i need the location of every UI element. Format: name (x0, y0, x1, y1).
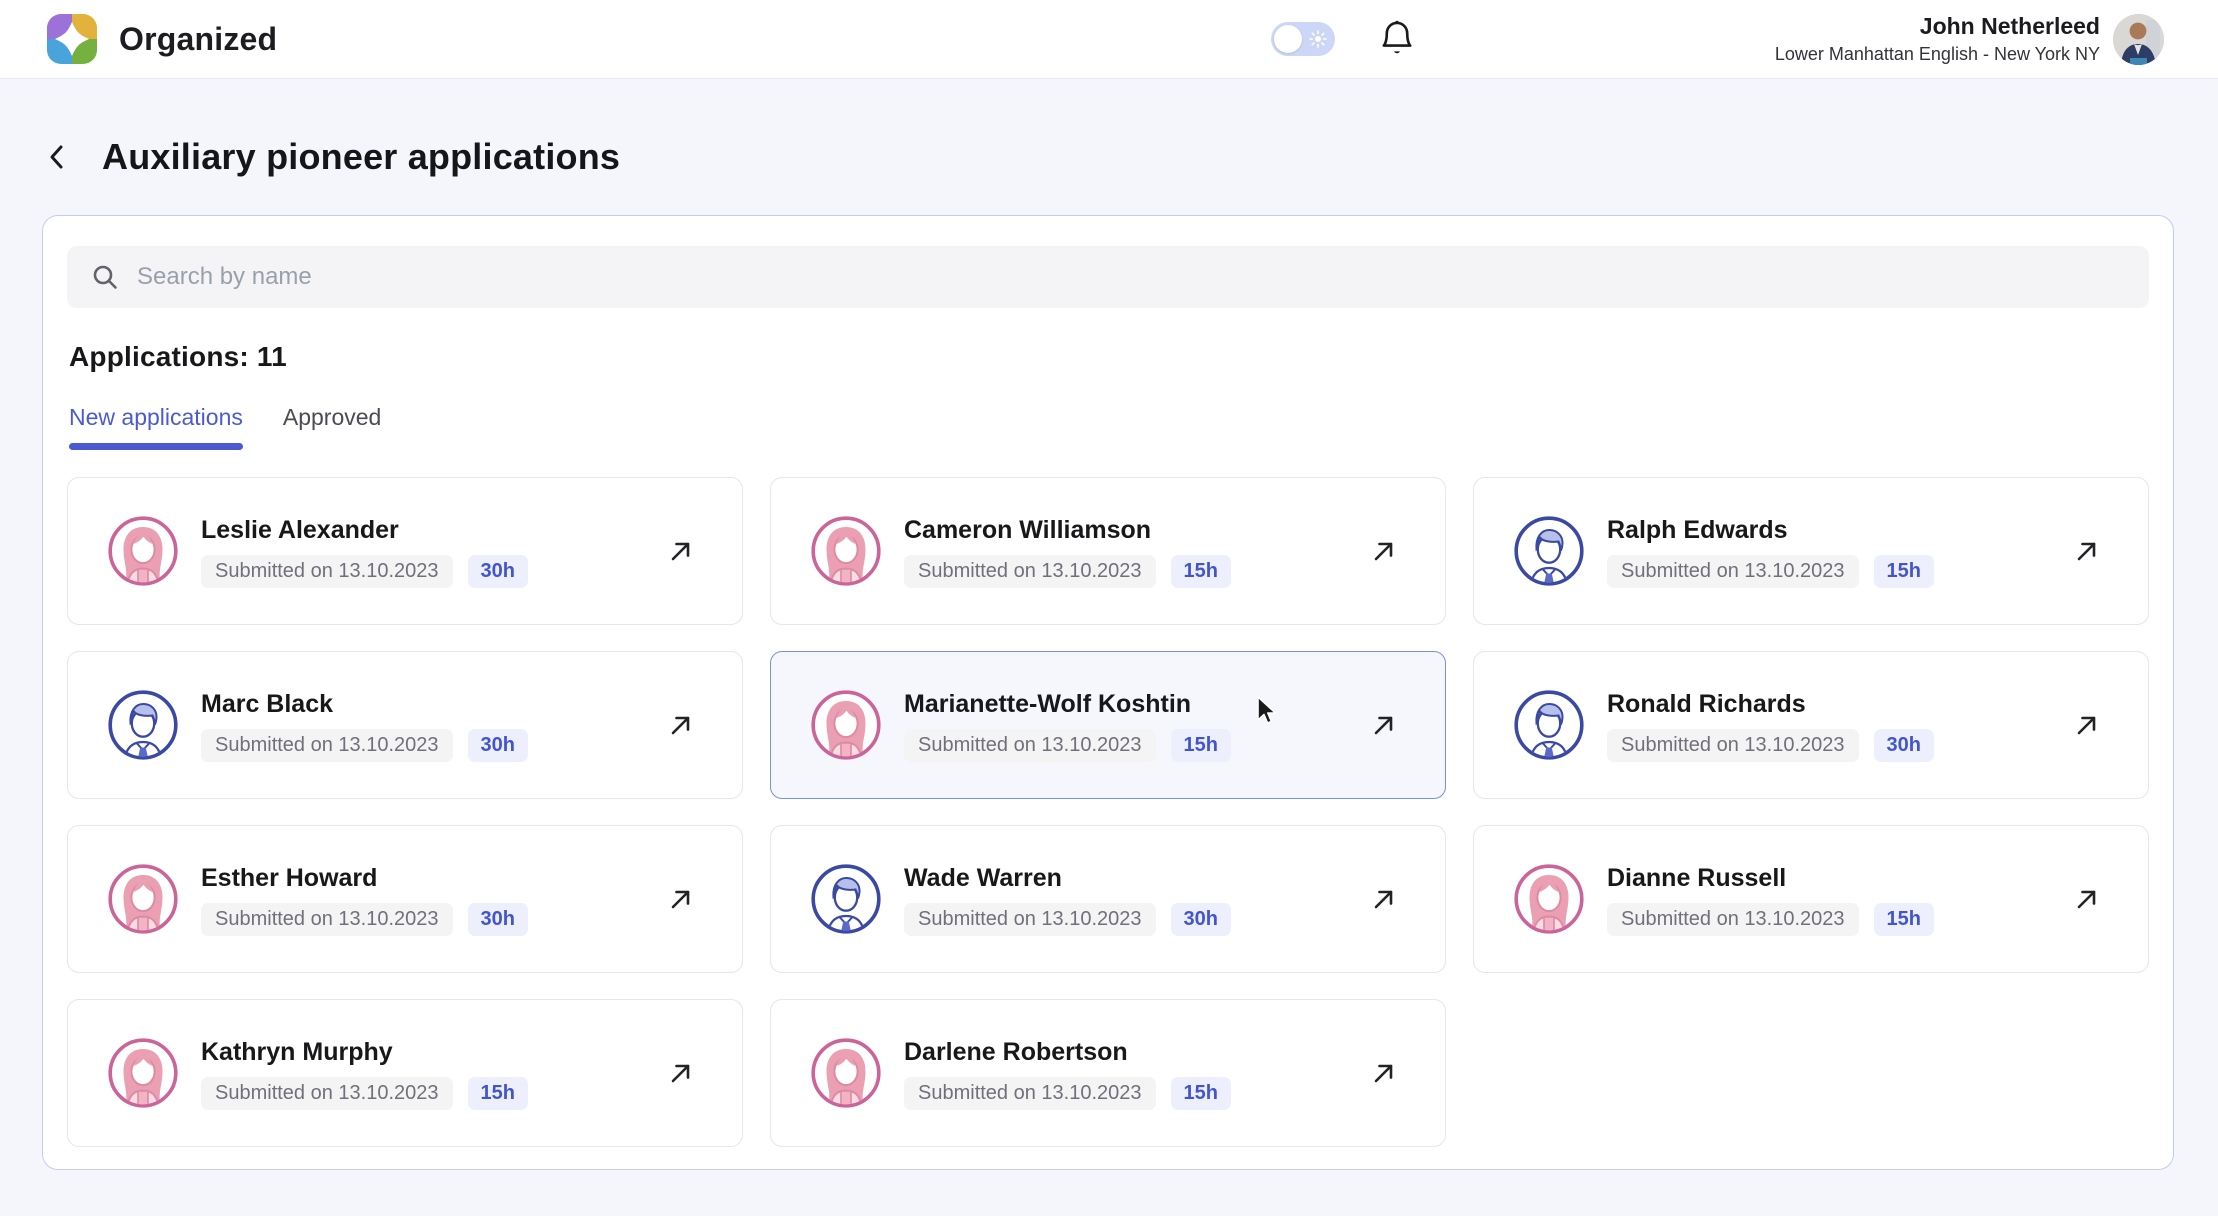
male-avatar-icon (1514, 516, 1584, 586)
female-avatar-icon (811, 516, 881, 586)
applications-count-heading: Applications: 11 (69, 341, 287, 372)
active-tab-underline (69, 443, 243, 450)
notifications-bell-icon[interactable] (1379, 20, 1415, 58)
open-application-arrow-icon[interactable] (666, 1058, 696, 1088)
open-application-arrow-icon[interactable] (2072, 536, 2102, 566)
hours-badge: 15h (1170, 728, 1231, 762)
open-application-arrow-icon[interactable] (2072, 884, 2102, 914)
open-application-arrow-icon[interactable] (1369, 536, 1399, 566)
open-application-arrow-icon[interactable] (2072, 710, 2102, 740)
application-card[interactable]: Ralph Edwards Submitted on 13.10.2023 15… (1473, 477, 2149, 625)
back-icon[interactable] (40, 140, 74, 174)
hours-badge: 15h (1170, 554, 1231, 588)
open-application-arrow-icon[interactable] (1369, 710, 1399, 740)
hours-badge: 15h (1170, 1076, 1231, 1110)
submitted-date-badge: Submitted on 13.10.2023 (1607, 902, 1859, 936)
female-avatar-icon (811, 690, 881, 760)
open-application-arrow-icon[interactable] (666, 536, 696, 566)
applicant-name: Cameron Williamson (904, 515, 1152, 544)
applications-panel: Applications: 11 New applications Approv… (42, 215, 2174, 1170)
application-card[interactable]: Marianette-Wolf Koshtin Submitted on 13.… (770, 651, 1446, 799)
submitted-date-badge: Submitted on 13.10.2023 (904, 728, 1156, 762)
male-avatar-icon (108, 690, 178, 760)
submitted-date-badge: Submitted on 13.10.2023 (904, 902, 1156, 936)
applications-grid: Leslie Alexander Submitted on 13.10.2023… (67, 477, 2149, 1147)
hours-badge: 30h (1170, 902, 1231, 936)
application-card[interactable]: Esther Howard Submitted on 13.10.2023 30… (67, 825, 743, 973)
female-avatar-icon (811, 1038, 881, 1108)
application-card[interactable]: Dianne Russell Submitted on 13.10.2023 1… (1473, 825, 2149, 973)
hours-badge: 30h (467, 554, 528, 588)
hours-badge: 30h (1873, 728, 1934, 762)
page-title-row: Auxiliary pioneer applications (0, 79, 2218, 178)
applicant-name: Dianne Russell (1607, 863, 1787, 892)
applicant-name: Ralph Edwards (1607, 515, 1788, 544)
application-card[interactable]: Marc Black Submitted on 13.10.2023 30h (67, 651, 743, 799)
applicant-name: Esther Howard (201, 863, 378, 892)
sun-icon (1309, 30, 1327, 48)
female-avatar-icon (108, 864, 178, 934)
applicant-name: Darlene Robertson (904, 1037, 1128, 1066)
application-card[interactable]: Darlene Robertson Submitted on 13.10.202… (770, 999, 1446, 1147)
tab-approved[interactable]: Approved (282, 404, 382, 430)
hours-badge: 30h (467, 728, 528, 762)
submitted-date-badge: Submitted on 13.10.2023 (201, 1076, 453, 1110)
male-avatar-icon (1514, 690, 1584, 760)
application-card[interactable]: Leslie Alexander Submitted on 13.10.2023… (67, 477, 743, 625)
app-logo-icon (47, 14, 97, 64)
submitted-date-badge: Submitted on 13.10.2023 (201, 902, 453, 936)
user-info[interactable]: John Netherleed Lower Manhattan English … (1775, 12, 2100, 66)
open-application-arrow-icon[interactable] (1369, 884, 1399, 914)
hours-badge: 15h (1873, 902, 1934, 936)
male-avatar-icon (811, 864, 881, 934)
submitted-date-badge: Submitted on 13.10.2023 (1607, 728, 1859, 762)
user-name: John Netherleed (1919, 13, 2100, 39)
user-avatar[interactable] (2113, 13, 2164, 65)
application-card[interactable]: Kathryn Murphy Submitted on 13.10.2023 1… (67, 999, 743, 1147)
user-congregation: Lower Manhattan English - New York NY (1774, 44, 2100, 64)
app-header: Organized John Netherleed Lower Manhatta… (0, 0, 2218, 79)
submitted-date-badge: Submitted on 13.10.2023 (904, 1076, 1156, 1110)
hours-badge: 15h (467, 1076, 528, 1110)
search-icon (93, 265, 117, 289)
applicant-name: Marc Black (201, 689, 334, 718)
submitted-date-badge: Submitted on 13.10.2023 (201, 554, 453, 588)
application-card[interactable]: Wade Warren Submitted on 13.10.2023 30h (770, 825, 1446, 973)
application-card[interactable]: Ronald Richards Submitted on 13.10.2023 … (1473, 651, 2149, 799)
applicant-name: Wade Warren (904, 863, 1062, 892)
applicant-name: Kathryn Murphy (201, 1037, 393, 1066)
submitted-date-badge: Submitted on 13.10.2023 (1607, 554, 1859, 588)
submitted-date-badge: Submitted on 13.10.2023 (201, 728, 453, 762)
applicant-name: Marianette-Wolf Koshtin (904, 689, 1192, 718)
female-avatar-icon (108, 516, 178, 586)
open-application-arrow-icon[interactable] (666, 710, 696, 740)
female-avatar-icon (1514, 864, 1584, 934)
female-avatar-icon (108, 1038, 178, 1108)
applicant-name: Ronald Richards (1607, 689, 1806, 718)
brand-title: Organized (119, 20, 278, 57)
search-bar[interactable] (67, 246, 2149, 308)
applicant-name: Leslie Alexander (201, 515, 399, 544)
theme-toggle[interactable] (1270, 22, 1335, 56)
tabs: New applications Approved (69, 404, 2149, 450)
hours-badge: 30h (467, 902, 528, 936)
tab-new-applications[interactable]: New applications (69, 404, 243, 450)
submitted-date-badge: Submitted on 13.10.2023 (904, 554, 1156, 588)
toggle-knob (1273, 25, 1302, 53)
search-input[interactable] (137, 263, 2125, 291)
user-avatar-photo (2113, 13, 2164, 65)
hours-badge: 15h (1873, 554, 1934, 588)
open-application-arrow-icon[interactable] (1369, 1058, 1399, 1088)
application-card[interactable]: Cameron Williamson Submitted on 13.10.20… (770, 477, 1446, 625)
page-title: Auxiliary pioneer applications (102, 136, 621, 177)
open-application-arrow-icon[interactable] (666, 884, 696, 914)
